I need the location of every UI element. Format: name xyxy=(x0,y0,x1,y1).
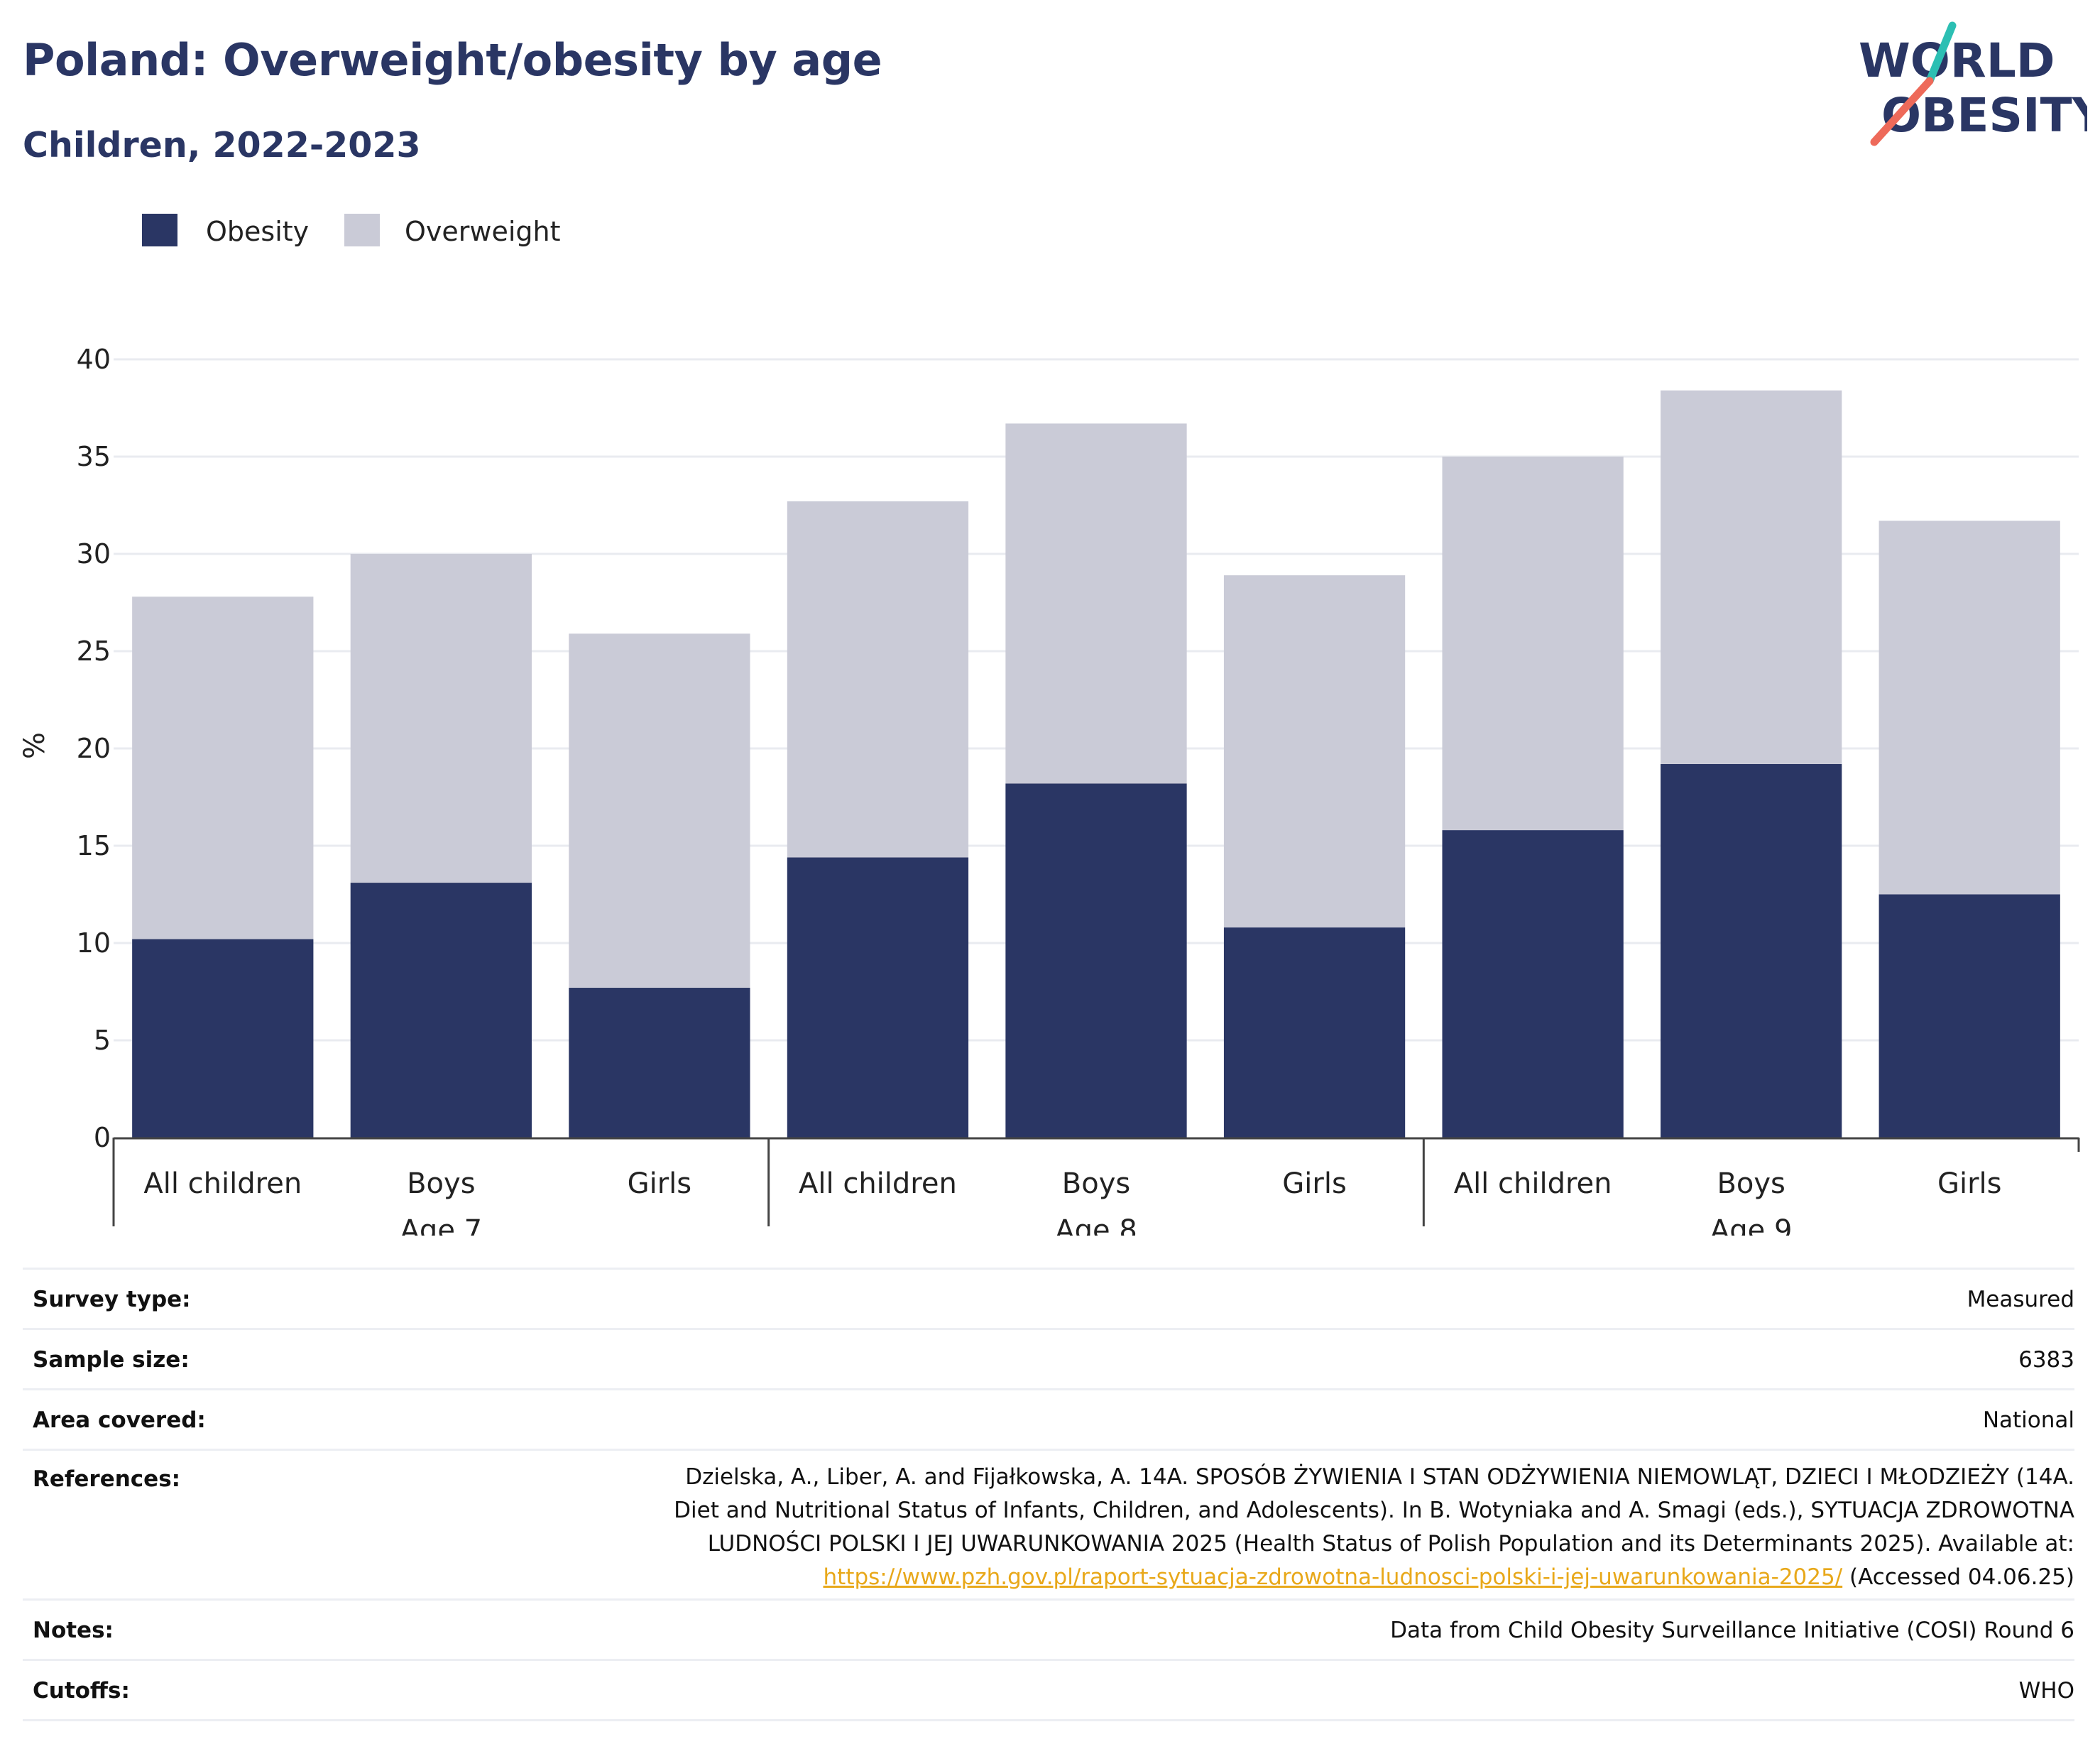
legend-label-overweight: Overweight xyxy=(405,216,561,247)
bar-overweight-5[interactable] xyxy=(1223,575,1406,928)
reference-line-2: Diet and Nutritional Status of Infants, … xyxy=(674,1498,2074,1523)
info-row-sample-size: Sample size: 6383 xyxy=(23,1328,2074,1388)
bar-overweight-6[interactable] xyxy=(1442,457,1624,831)
info-row-area-covered: Area covered: National xyxy=(23,1388,2074,1449)
bar-overweight-1[interactable] xyxy=(350,554,532,883)
bar-obesity-5[interactable] xyxy=(1223,927,1406,1138)
x-tick-label: All children xyxy=(143,1167,302,1200)
x-tick-label: All children xyxy=(1454,1167,1612,1200)
info-value-area-covered: National xyxy=(1982,1407,2074,1433)
y-tick-label: 25 xyxy=(77,636,111,667)
info-row-references: References: Dzielska, A., Liber, A. and … xyxy=(23,1449,2074,1598)
y-tick-label: 35 xyxy=(77,441,111,472)
reference-line-1: Dzielska, A., Liber, A. and Fijałkowska,… xyxy=(685,1464,2074,1490)
info-row-notes: Notes: Data from Child Obesity Surveilla… xyxy=(23,1598,2074,1659)
reference-line-3: LUDNOŚCI POLSKI I JEJ UWARUNKOWANIA 2025… xyxy=(707,1531,2074,1557)
info-row-cutoffs: Cutoffs: WHO xyxy=(23,1659,2074,1721)
page-subtitle: Children, 2022-2023 xyxy=(23,125,421,165)
bar-obesity-6[interactable] xyxy=(1442,830,1624,1138)
x-tick-label: Girls xyxy=(628,1167,692,1200)
logo-slash-top xyxy=(1925,21,1957,85)
info-label-area-covered: Area covered: xyxy=(33,1407,206,1433)
x-tick-label: Boys xyxy=(407,1167,475,1200)
info-value-sample-size: 6383 xyxy=(2018,1347,2074,1373)
x-tick-label: Girls xyxy=(1937,1167,2002,1200)
info-value-cutoffs: WHO xyxy=(2018,1678,2074,1704)
info-label-sample-size: Sample size: xyxy=(33,1347,190,1373)
info-row-survey-type: Survey type: Measured xyxy=(23,1268,2074,1328)
logo-text-line1: WORLD xyxy=(1859,33,2055,88)
y-tick-label: 20 xyxy=(77,733,111,764)
bar-obesity-0[interactable] xyxy=(132,939,314,1138)
reference-accessed: (Accessed 04.06.25) xyxy=(1842,1564,2074,1590)
y-tick-label: 15 xyxy=(77,830,111,861)
stacked-bar-chart: 0 5 10 15 20 25 30 35 40 All children Boys Girls All… xyxy=(18,344,2080,1236)
bar-overweight-8[interactable] xyxy=(1878,521,2060,895)
info-label-cutoffs: Cutoffs: xyxy=(33,1678,130,1704)
chart-axes: 0 5 10 15 20 25 30 35 40 All children Boys Girls All… xyxy=(77,344,2080,1236)
bar-obesity-1[interactable] xyxy=(350,883,532,1138)
legend-swatch-overweight xyxy=(344,214,380,246)
bar-overweight-0[interactable] xyxy=(132,596,314,939)
bar-overweight-4[interactable] xyxy=(1005,423,1187,784)
reference-line-4: https://www.pzh.gov.pl/raport-sytuacja-z… xyxy=(513,1561,2074,1594)
y-tick-label: 10 xyxy=(77,927,111,959)
group-label: Age 8 xyxy=(1055,1214,1137,1236)
info-label-references: References: xyxy=(33,1466,181,1492)
x-tick-label: Boys xyxy=(1717,1167,1785,1200)
page-title: Poland: Overweight/obesity by age xyxy=(23,34,882,86)
legend-swatch-obesity xyxy=(142,214,177,246)
info-label-notes: Notes: xyxy=(33,1618,114,1643)
y-tick-label: 5 xyxy=(94,1025,111,1056)
bar-obesity-7[interactable] xyxy=(1661,763,1842,1138)
info-label-survey-type: Survey type: xyxy=(33,1287,191,1312)
bar-obesity-8[interactable] xyxy=(1878,894,2060,1138)
y-tick-label: 30 xyxy=(77,538,111,570)
bar-obesity-2[interactable] xyxy=(569,988,750,1138)
bar-overweight-2[interactable] xyxy=(569,633,750,988)
x-tick-label: Girls xyxy=(1282,1167,1347,1200)
legend-label-obesity: Obesity xyxy=(206,216,310,247)
world-obesity-logo: WORLD OBESITY xyxy=(1859,21,2087,146)
bar-obesity-4[interactable] xyxy=(1005,783,1187,1138)
info-value-survey-type: Measured xyxy=(1967,1287,2074,1312)
x-tick-label: All children xyxy=(799,1167,957,1200)
group-label: Age 9 xyxy=(1710,1214,1793,1236)
info-value-notes: Data from Child Obesity Surveillance Ini… xyxy=(1390,1618,2074,1643)
bar-overweight-3[interactable] xyxy=(787,501,969,858)
x-tick-label: Boys xyxy=(1062,1167,1130,1200)
info-table: Survey type: Measured Sample size: 6383 … xyxy=(23,1268,2074,1721)
y-tick-label: 0 xyxy=(94,1122,111,1153)
bar-obesity-3[interactable] xyxy=(787,857,969,1138)
chart-bars xyxy=(132,390,2060,1138)
logo-slash-bottom xyxy=(1870,77,1934,146)
reference-link[interactable]: https://www.pzh.gov.pl/raport-sytuacja-z… xyxy=(823,1564,1843,1590)
group-label: Age 7 xyxy=(400,1214,483,1236)
y-tick-label: 40 xyxy=(77,344,111,375)
info-value-references: Dzielska, A., Liber, A. and Fijałkowska,… xyxy=(513,1451,2074,1594)
y-axis-label: % xyxy=(18,732,51,759)
bar-overweight-7[interactable] xyxy=(1661,390,1842,764)
